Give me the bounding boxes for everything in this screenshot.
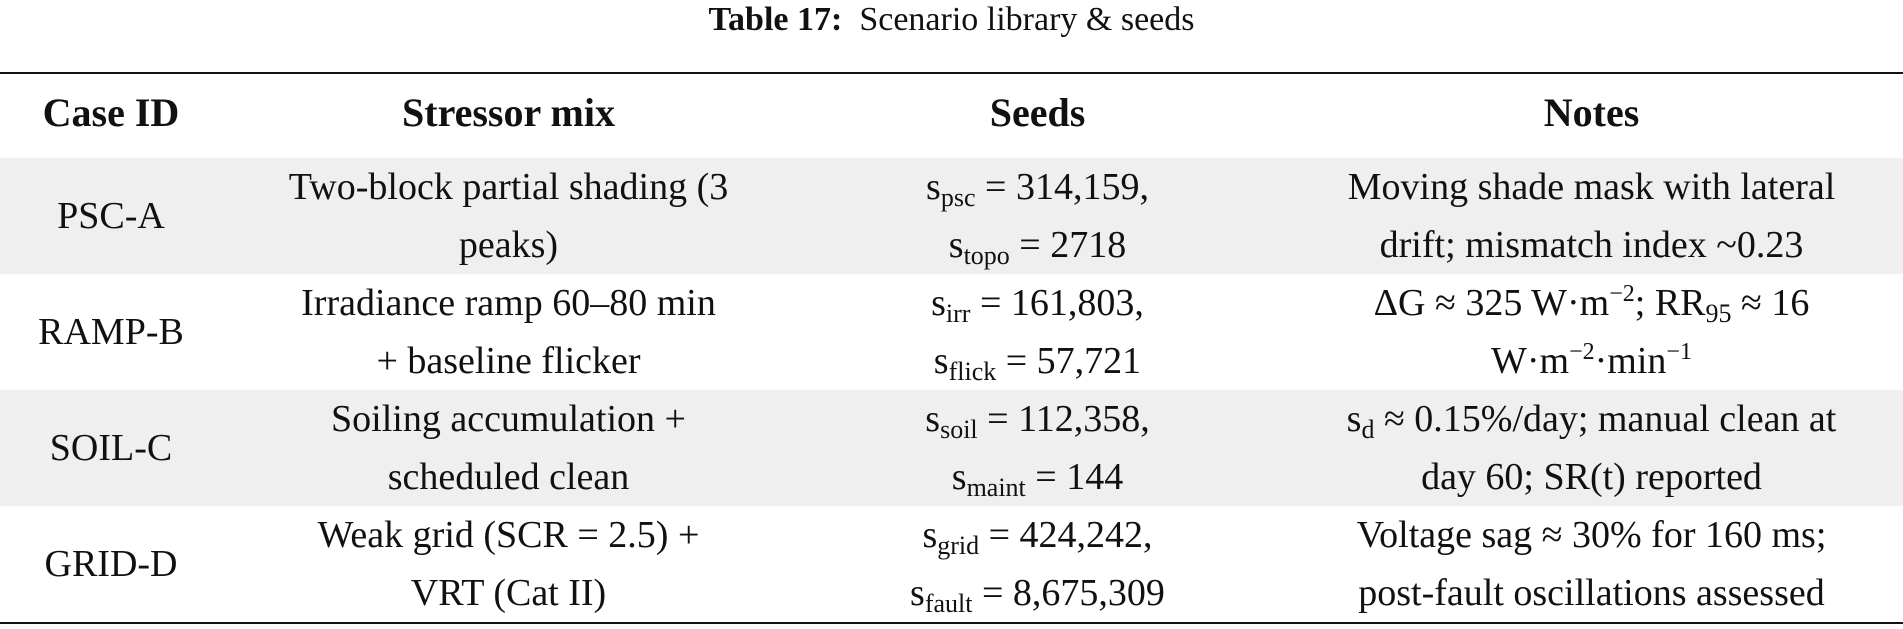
- seed-var: s: [910, 572, 925, 614]
- table-caption: Table 17: Scenario library & seeds: [0, 0, 1903, 44]
- header-row: Case ID Stressor mix Seeds Notes: [0, 73, 1903, 154]
- seed-var: s: [931, 282, 946, 324]
- seed-value: = 2718: [1009, 224, 1127, 266]
- seed-value: = 57,721: [996, 340, 1142, 382]
- seed-line: sirr = 161,803,: [803, 274, 1272, 332]
- cell-stressor: Irradiance ramp 60–80 min + baseline fli…: [222, 274, 795, 390]
- seed-sub: flick: [948, 357, 997, 386]
- notes-text: W·m: [1491, 340, 1570, 382]
- notes-line: drift; mismatch index ~0.23: [1379, 224, 1804, 266]
- notes-text: ≈ 16: [1731, 282, 1810, 324]
- table-row: GRID-D Weak grid (SCR = 2.5) + VRT (Cat …: [0, 506, 1903, 623]
- seed-value: = 144: [1025, 456, 1124, 498]
- cell-stressor: Weak grid (SCR = 2.5) + VRT (Cat II): [222, 506, 795, 623]
- seed-value: = 161,803,: [970, 282, 1144, 324]
- stressor-line: + baseline flicker: [376, 340, 641, 382]
- caption-text: Scenario library & seeds: [859, 1, 1195, 38]
- notes-line: Voltage sag ≈ 30% for 160 ms;: [1356, 514, 1827, 556]
- seed-value: = 112,358,: [977, 398, 1150, 440]
- cell-seeds: ssoil = 112,358, smaint = 144: [795, 390, 1280, 506]
- header-stressor-mix: Stressor mix: [402, 89, 615, 135]
- notes-text: ; RR: [1634, 282, 1706, 324]
- cell-seeds: sgrid = 424,242, sfault = 8,675,309: [795, 506, 1280, 623]
- seed-sub: soil: [940, 415, 978, 444]
- seed-value: = 424,242,: [979, 514, 1153, 556]
- cell-seeds: sirr = 161,803, sflick = 57,721: [795, 274, 1280, 390]
- seed-sub: maint: [966, 473, 1026, 502]
- cell-case-id: SOIL-C: [0, 390, 222, 506]
- header-seeds: Seeds: [989, 89, 1086, 135]
- seed-sub: grid: [937, 531, 980, 560]
- notes-line: Moving shade mask with lateral: [1347, 166, 1836, 208]
- seed-line: spsc = 314,159,: [803, 158, 1272, 216]
- cell-notes: ΔG ≈ 325 W·m−2; RR95 ≈ 16 W·m−2·min−1: [1280, 274, 1903, 390]
- notes-line: post-fault oscillations assessed: [1358, 572, 1825, 614]
- stressor-line: Two-block partial shading (3: [288, 166, 729, 208]
- notes-line: ΔG ≈ 325 W·m−2; RR95 ≈ 16: [1288, 274, 1895, 332]
- seed-var: s: [933, 340, 949, 382]
- stressor-line: Irradiance ramp 60–80 min: [301, 282, 716, 324]
- scenario-table: Case ID Stressor mix Seeds Notes PSC-A T…: [0, 72, 1903, 624]
- cell-stressor: Two-block partial shading (3 peaks): [222, 150, 795, 274]
- seed-sub: fault: [924, 589, 973, 618]
- seed-line: sfault = 8,675,309: [803, 564, 1272, 622]
- stressor-line: Soiling accumulation +: [331, 398, 686, 440]
- notes-sup: −1: [1666, 339, 1692, 365]
- seed-var: s: [925, 398, 941, 440]
- caption-label: Table 17:: [708, 1, 843, 38]
- seed-line: ssoil = 112,358,: [803, 390, 1272, 448]
- table-row: RAMP-B Irradiance ramp 60–80 min + basel…: [0, 274, 1903, 390]
- notes-sub: 95: [1705, 299, 1732, 328]
- seed-line: smaint = 144: [803, 448, 1272, 506]
- seed-var: s: [922, 514, 938, 556]
- header-notes: Notes: [1543, 89, 1640, 135]
- seed-value: = 8,675,309: [972, 572, 1165, 614]
- seed-line: stopo = 2718: [803, 216, 1272, 274]
- cell-notes: Moving shade mask with lateral drift; mi…: [1280, 150, 1903, 274]
- cell-case-id: GRID-D: [44, 543, 178, 585]
- notes-line: W·m−2·min−1: [1288, 332, 1895, 390]
- seed-var: s: [948, 224, 964, 266]
- notes-sub: d: [1361, 415, 1375, 444]
- seed-var: s: [951, 456, 967, 498]
- table-row: PSC-A Two-block partial shading (3 peaks…: [0, 150, 1903, 274]
- stressor-line: scheduled clean: [387, 456, 630, 498]
- stressor-line: VRT (Cat II): [410, 572, 607, 614]
- seed-sub: topo: [963, 241, 1010, 270]
- header-case-id: Case ID: [42, 89, 180, 135]
- notes-line: sd ≈ 0.15%/day; manual clean at: [1288, 390, 1895, 448]
- seed-sub: psc: [940, 183, 976, 212]
- notes-text: ΔG ≈ 325 W·m: [1373, 282, 1610, 324]
- cell-seeds: spsc = 314,159, stopo = 2718: [795, 150, 1280, 274]
- stressor-line: Weak grid (SCR = 2.5) +: [317, 514, 700, 556]
- seed-sub: irr: [945, 299, 971, 328]
- notes-text: ·min: [1594, 340, 1667, 382]
- cell-case-id: RAMP-B: [38, 311, 184, 353]
- seed-line: sflick = 57,721: [803, 332, 1272, 390]
- seed-var: s: [926, 166, 941, 208]
- stressor-line: peaks): [458, 224, 559, 266]
- notes-sup: −2: [1569, 339, 1595, 365]
- notes-sup: −2: [1609, 281, 1635, 307]
- cell-notes: sd ≈ 0.15%/day; manual clean at day 60; …: [1280, 390, 1903, 506]
- notes-line: day 60; SR(t) reported: [1421, 456, 1762, 498]
- cell-notes: Voltage sag ≈ 30% for 160 ms; post-fault…: [1280, 506, 1903, 623]
- seed-line: sgrid = 424,242,: [803, 506, 1272, 564]
- cell-case-id: PSC-A: [0, 150, 222, 274]
- cell-stressor: Soiling accumulation + scheduled clean: [222, 390, 795, 506]
- table-row: SOIL-C Soiling accumulation + scheduled …: [0, 390, 1903, 506]
- notes-text: ≈ 0.15%/day; manual clean at: [1374, 398, 1837, 440]
- seed-value: = 314,159,: [975, 166, 1149, 208]
- notes-var: s: [1346, 398, 1362, 440]
- table-container: Case ID Stressor mix Seeds Notes PSC-A T…: [0, 72, 1903, 624]
